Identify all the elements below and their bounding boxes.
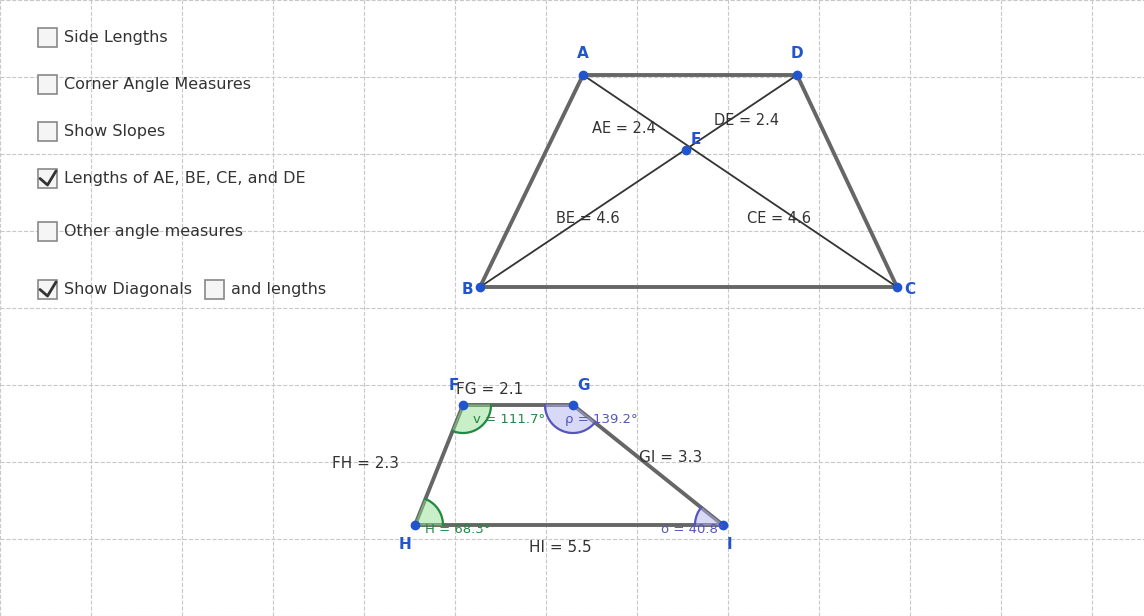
Text: AE = 2.4: AE = 2.4: [591, 121, 656, 136]
Bar: [38, 169, 57, 188]
Text: Corner Angle Measures: Corner Angle Measures: [64, 77, 251, 92]
Polygon shape: [453, 405, 491, 433]
Text: D: D: [791, 46, 803, 61]
Text: Show Slopes: Show Slopes: [64, 124, 165, 139]
Text: G: G: [577, 378, 589, 393]
Text: BE = 4.6: BE = 4.6: [556, 211, 620, 226]
Bar: [38, 280, 57, 299]
Text: Other angle measures: Other angle measures: [64, 224, 243, 239]
Text: F: F: [448, 378, 459, 393]
Text: Show Diagonals: Show Diagonals: [64, 282, 192, 297]
Text: Lengths of AE, BE, CE, and DE: Lengths of AE, BE, CE, and DE: [64, 171, 305, 186]
Text: H: H: [398, 537, 411, 552]
Bar: [38, 122, 57, 141]
Text: A: A: [577, 46, 589, 61]
Polygon shape: [696, 508, 723, 525]
Text: FH = 2.3: FH = 2.3: [332, 455, 398, 471]
Text: GI = 3.3: GI = 3.3: [639, 450, 702, 466]
Text: Side Lengths: Side Lengths: [64, 30, 168, 45]
Bar: [205, 280, 224, 299]
Text: and lengths: and lengths: [231, 282, 326, 297]
Polygon shape: [415, 499, 443, 525]
Text: DE = 2.4: DE = 2.4: [714, 113, 779, 128]
Text: CE = 4.6: CE = 4.6: [747, 211, 811, 226]
Text: B: B: [461, 282, 472, 296]
Text: v = 111.7°: v = 111.7°: [472, 413, 546, 426]
Text: C: C: [904, 282, 915, 296]
Bar: [38, 75, 57, 94]
Text: FG = 2.1: FG = 2.1: [456, 383, 524, 397]
Polygon shape: [545, 405, 595, 433]
Text: H = 68.3°: H = 68.3°: [426, 523, 491, 536]
Text: HI = 5.5: HI = 5.5: [529, 540, 591, 556]
Text: I: I: [726, 537, 732, 552]
Text: E: E: [691, 132, 701, 147]
Bar: [38, 28, 57, 47]
Text: ρ = 139.2°: ρ = 139.2°: [565, 413, 637, 426]
Bar: [38, 222, 57, 241]
Text: o = 40.8°: o = 40.8°: [661, 523, 724, 536]
